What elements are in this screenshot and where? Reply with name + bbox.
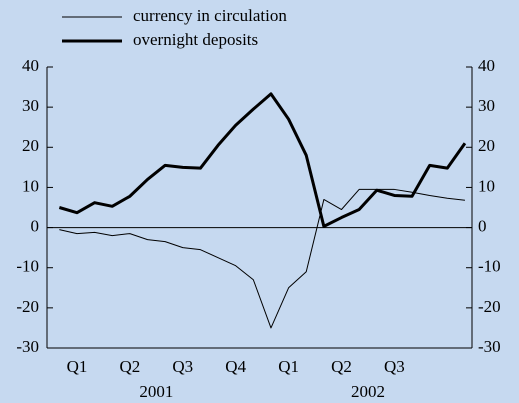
y-tick-label: 40 [22, 56, 39, 75]
x-tick-label: Q1 [67, 357, 88, 376]
x-tick-label: Q3 [172, 357, 193, 376]
x-tick-label: Q2 [331, 357, 352, 376]
y2-tick-label: 0 [478, 216, 487, 235]
series-line [58, 92, 467, 228]
y2-tick-label: 30 [478, 96, 495, 115]
y2-tick-label: 40 [478, 56, 495, 75]
y2-tick-label: -30 [478, 337, 501, 356]
x-tick-label: Q3 [384, 357, 405, 376]
y2-tick-label: -10 [478, 257, 501, 276]
y-tick-label: 20 [22, 136, 39, 155]
y-tick-label: -20 [16, 297, 39, 316]
y-tick-label: -30 [16, 337, 39, 356]
y2-tick-label: -20 [478, 297, 501, 316]
year-label: 2002 [351, 382, 385, 401]
y-tick-label: 10 [22, 176, 39, 195]
y-tick-label: 0 [31, 216, 40, 235]
y-tick-label: -10 [16, 257, 39, 276]
x-tick-label: Q2 [119, 357, 140, 376]
x-tick-label: Q4 [225, 357, 246, 376]
y2-tick-label: 10 [478, 176, 495, 195]
series-line [59, 188, 466, 329]
legend-label: overnight deposits [133, 30, 258, 49]
x-tick-label: Q1 [278, 357, 299, 376]
y2-tick-label: 20 [478, 136, 495, 155]
y-tick-label: 30 [22, 96, 39, 115]
legend-label: currency in circulation [133, 6, 287, 25]
year-label: 2001 [139, 382, 173, 401]
